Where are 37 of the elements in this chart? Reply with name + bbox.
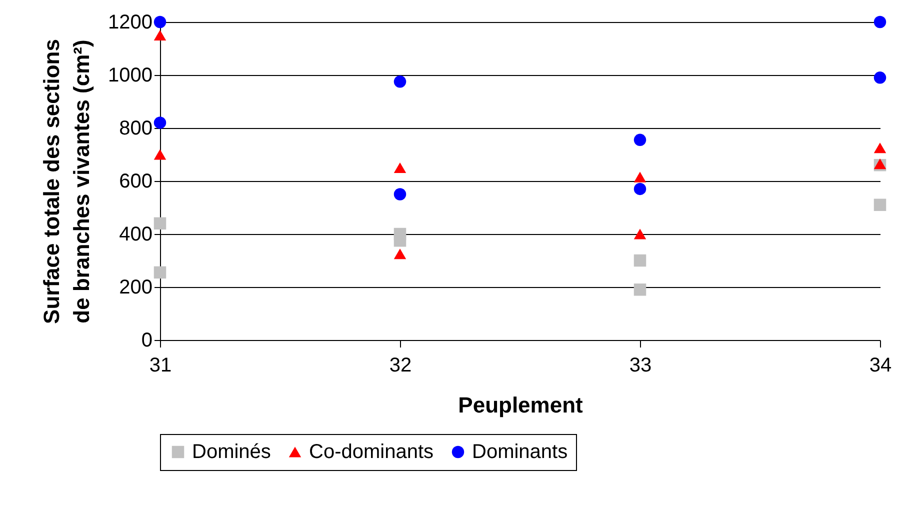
point — [634, 172, 646, 182]
point — [394, 162, 406, 174]
point — [154, 217, 166, 230]
y-tick-label: 600 — [119, 170, 152, 192]
point — [634, 134, 646, 146]
legend-label: Dominés — [192, 441, 271, 463]
point — [154, 30, 166, 41]
x-axis-title: Peuplement — [458, 392, 584, 418]
point — [154, 149, 166, 160]
point — [634, 182, 646, 196]
y-tick-label: 1000 — [108, 64, 152, 86]
point — [874, 198, 886, 211]
point — [394, 76, 406, 88]
point — [394, 234, 406, 247]
point — [154, 116, 166, 129]
x-tick-label: 31 — [149, 354, 172, 376]
point — [394, 188, 406, 200]
y-tick-label: 0 — [141, 330, 152, 352]
point — [154, 16, 166, 28]
y-tick-label: 200 — [119, 276, 152, 298]
point — [634, 254, 646, 267]
legend-label: Dominants — [472, 441, 568, 463]
point — [154, 266, 166, 279]
x-tick-label: 34 — [869, 354, 892, 376]
point — [634, 228, 646, 240]
point — [634, 284, 646, 296]
x-tick-label: 33 — [629, 354, 652, 376]
point — [874, 142, 886, 154]
y-axis-title: Surface totale des sections de branches vivantes (cm²) — [39, 39, 94, 324]
point — [874, 16, 886, 28]
x-tick-label: 32 — [389, 354, 412, 376]
point — [394, 248, 406, 260]
y-tick-label: 1200 — [108, 12, 152, 34]
point — [874, 72, 886, 84]
legend-label: Co-dominants — [309, 441, 434, 463]
y-tick-label: 800 — [119, 118, 152, 140]
y-tick-label: 400 — [119, 224, 152, 246]
